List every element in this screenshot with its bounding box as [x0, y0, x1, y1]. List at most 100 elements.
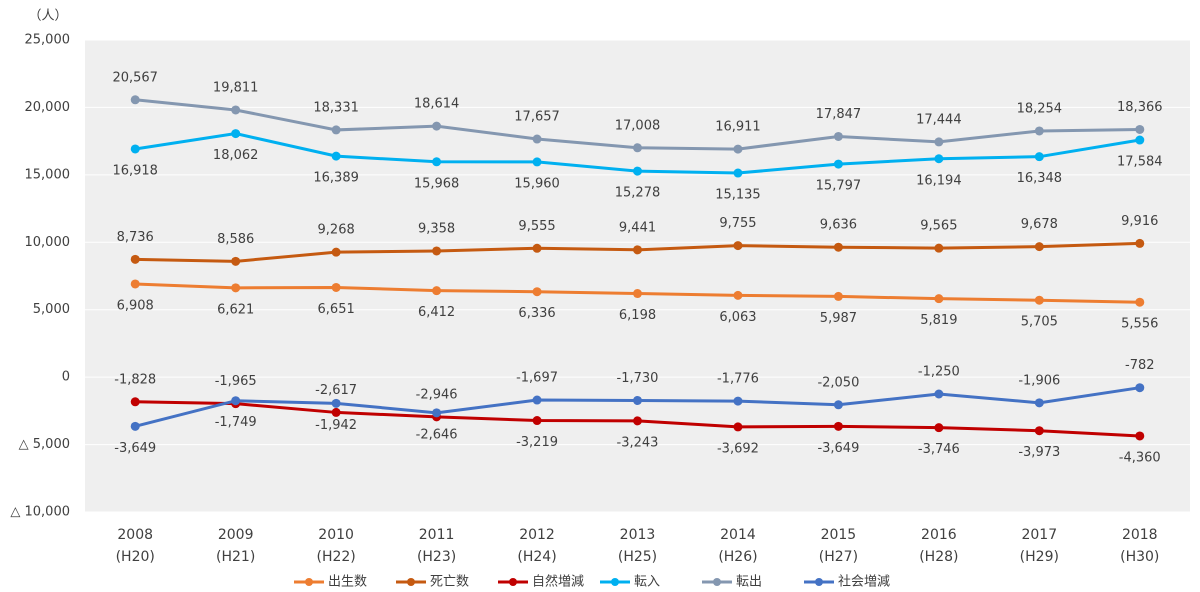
data-label: 15,135 [715, 188, 761, 203]
data-label: 8,736 [117, 230, 154, 245]
x-tick-label: 2008 (H20) [115, 527, 155, 565]
data-label: 17,847 [816, 107, 862, 122]
data-point [633, 289, 642, 299]
data-label: -1,697 [516, 371, 558, 386]
x-tick-label: 2009 (H21) [216, 527, 256, 565]
data-label: -1,942 [315, 418, 357, 433]
data-point [231, 256, 241, 266]
data-point [1135, 383, 1145, 393]
data-point [432, 408, 442, 418]
data-label: -3,243 [617, 435, 659, 450]
legend-marker [305, 578, 313, 586]
data-point [231, 129, 241, 139]
data-label: -3,746 [918, 442, 960, 457]
data-point [1034, 426, 1044, 436]
data-point [733, 422, 743, 432]
data-label: -2,050 [817, 375, 859, 390]
data-point [733, 168, 743, 178]
data-label: -1,965 [215, 374, 257, 389]
x-tick-label: 2010 (H22) [316, 527, 356, 565]
data-point [1135, 238, 1145, 248]
data-label: 18,331 [313, 100, 359, 115]
legend-item: 転出 [702, 575, 762, 590]
data-label: -1,730 [617, 371, 659, 386]
data-label: 6,336 [518, 306, 555, 321]
data-point [532, 395, 542, 405]
data-point [130, 279, 140, 289]
legend-label: 転入 [634, 575, 660, 590]
legend-item: 出生数 [294, 575, 367, 590]
data-label: 16,911 [715, 120, 761, 135]
data-point [1135, 124, 1145, 134]
data-label: -2,617 [315, 383, 357, 398]
data-label: 16,348 [1017, 171, 1063, 186]
plot-area [85, 40, 1190, 512]
data-point [1135, 431, 1145, 441]
legend-marker [407, 578, 415, 586]
legend-label: 出生数 [328, 575, 367, 590]
data-label: 9,636 [820, 218, 857, 233]
data-label: 15,968 [414, 176, 460, 191]
legend-label: 死亡数 [430, 575, 469, 590]
legend-label: 自然増減 [532, 574, 584, 590]
data-label: 18,366 [1117, 100, 1163, 115]
x-tick-label: 2012 (H24) [517, 527, 557, 565]
y-tick-label: 15,000 [25, 167, 71, 182]
data-point [833, 131, 843, 141]
data-point [130, 95, 140, 105]
data-point [1034, 126, 1044, 136]
data-label: -2,946 [416, 387, 458, 402]
data-label: 5,819 [920, 313, 957, 328]
data-point [130, 144, 140, 154]
data-point [532, 157, 542, 167]
data-label: 5,556 [1121, 317, 1158, 332]
data-point [432, 121, 442, 131]
x-tick-label: 2017 (H29) [1019, 527, 1059, 565]
data-point [934, 243, 944, 253]
data-point [231, 283, 241, 293]
data-point [532, 243, 542, 253]
data-point [934, 137, 944, 147]
data-label: 17,584 [1117, 155, 1163, 170]
data-label: 20,567 [112, 70, 158, 85]
legend-marker [713, 578, 721, 586]
x-tick-label: 2016 (H28) [919, 527, 959, 565]
x-tick-label: 2011 (H23) [416, 527, 457, 565]
data-point [130, 421, 140, 431]
legend-item: 死亡数 [396, 575, 469, 590]
data-label: 18,062 [213, 148, 259, 163]
data-label: -3,692 [717, 441, 759, 456]
data-point [532, 134, 542, 144]
data-label: 6,908 [117, 298, 154, 313]
data-label: 6,198 [619, 308, 656, 323]
data-label: 17,657 [514, 110, 560, 125]
data-label: 19,811 [213, 80, 259, 95]
data-label: 9,565 [920, 219, 957, 234]
data-point [331, 407, 341, 417]
data-label: 5,705 [1021, 315, 1058, 330]
data-point [432, 157, 442, 167]
data-label: 18,254 [1017, 101, 1063, 116]
data-label: 9,441 [619, 220, 656, 235]
data-point [633, 143, 642, 153]
data-point [733, 290, 743, 300]
data-label: -1,906 [1018, 373, 1060, 388]
legend-marker [509, 578, 517, 586]
data-label: 8,586 [217, 232, 254, 247]
y-tick-label: 0 [62, 370, 70, 385]
data-label: 9,755 [719, 216, 756, 231]
data-label: 5,987 [820, 311, 857, 326]
data-point [633, 395, 642, 405]
data-label: 6,621 [217, 302, 254, 317]
data-label: -2,646 [416, 427, 458, 442]
data-label: 16,389 [313, 171, 359, 186]
data-point [934, 389, 944, 399]
data-label: -1,749 [215, 415, 257, 430]
data-point [733, 144, 743, 154]
y-tick-label: △ 10,000 [10, 505, 70, 520]
data-point [833, 159, 843, 169]
data-point [733, 396, 743, 406]
data-label: -3,973 [1018, 445, 1060, 460]
